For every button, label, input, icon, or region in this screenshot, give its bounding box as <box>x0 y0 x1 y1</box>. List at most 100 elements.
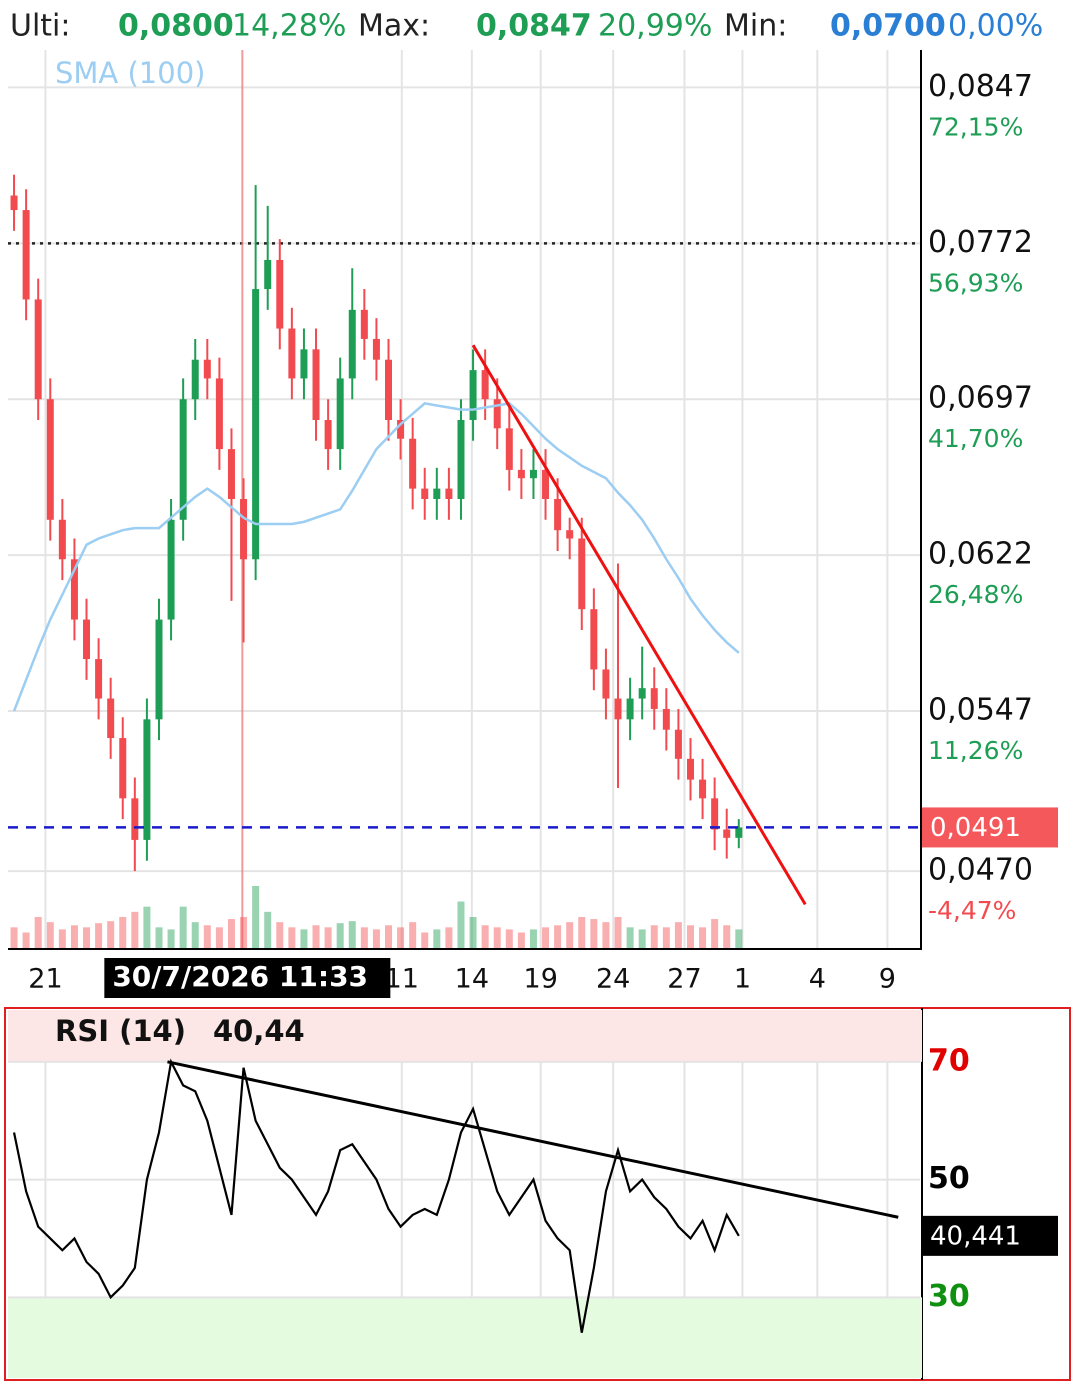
trendline <box>471 344 807 906</box>
candle-body <box>46 399 54 520</box>
volume-bar <box>348 921 356 948</box>
header-item: Min: <box>724 9 787 44</box>
header-item: 0,0847 <box>476 9 592 44</box>
candle-body <box>107 698 115 739</box>
volume-bar <box>542 927 550 948</box>
volume-bar <box>457 901 465 948</box>
candle-body <box>481 370 489 400</box>
volume-bar <box>360 927 368 948</box>
candle-body <box>131 798 139 840</box>
candle-body <box>445 488 453 499</box>
volume-bar <box>191 922 199 948</box>
last-value-box <box>922 1215 1058 1256</box>
last-value-label: 40,441 <box>930 1221 1021 1251</box>
volume-bar <box>264 911 272 948</box>
candle-body <box>566 530 574 539</box>
volume-bar <box>699 927 707 948</box>
volume-bar <box>203 925 211 948</box>
volume-bar <box>723 925 731 948</box>
candle-body <box>723 829 731 838</box>
volume-bar <box>602 922 610 948</box>
y-tick-label: 70 <box>928 1043 970 1078</box>
candle-body <box>119 738 127 799</box>
x-tick-label: 24 <box>596 964 630 995</box>
candle-body <box>22 210 30 300</box>
last-price-label: 0,0491 <box>930 813 1021 843</box>
candle-body <box>58 519 66 560</box>
rsi-title: RSI (14) <box>55 1014 186 1048</box>
volume-bar <box>735 929 743 948</box>
volume-bar <box>505 929 513 948</box>
y-tick-label: 0,0470 <box>928 853 1033 888</box>
volume-bar <box>276 922 284 948</box>
header-item: Max: <box>358 9 430 44</box>
trendline <box>167 1060 899 1219</box>
volume-bar <box>445 927 453 948</box>
candle-body <box>602 669 610 699</box>
candle-body <box>397 420 405 439</box>
volume-bar <box>312 925 320 948</box>
candle-body <box>711 798 719 830</box>
y-tick-label: 0,0622 <box>928 537 1033 572</box>
candle-body <box>95 659 103 699</box>
volume-bar <box>650 925 658 948</box>
volume-bar <box>252 886 260 948</box>
oversold-zone <box>8 1297 922 1378</box>
candle-body <box>674 729 682 759</box>
header-item: 0,0800 <box>118 9 234 44</box>
y-tick-label: 0,0847 <box>928 69 1033 104</box>
candle-body <box>83 619 91 660</box>
rsi-line <box>12 1058 740 1333</box>
candle-body <box>252 289 260 560</box>
y-tick-change: 72,15% <box>928 112 1023 141</box>
y-tick-label: 50 <box>928 1161 970 1196</box>
volume-bar <box>554 925 562 948</box>
y-tick-change: 56,93% <box>928 268 1023 297</box>
volume-bar <box>336 923 344 948</box>
candle-body <box>10 195 18 211</box>
candle-body <box>650 688 658 709</box>
volume-bar <box>626 927 634 948</box>
x-tick-label: 4 <box>809 964 826 995</box>
volume-bar <box>22 932 30 948</box>
candle-body <box>638 688 646 699</box>
volume-bar <box>131 911 139 948</box>
volume-bar <box>324 927 332 948</box>
header-item: 0,0700 <box>830 9 946 44</box>
volume-bar <box>481 925 489 948</box>
candle-body <box>348 309 356 379</box>
candle-body <box>264 259 272 290</box>
y-tick-label: 0,0547 <box>928 693 1033 728</box>
volume-bar <box>300 929 308 948</box>
volume-bar <box>46 922 54 948</box>
crosshair-box <box>104 958 391 998</box>
candle-body <box>699 779 707 799</box>
volume-bar <box>107 921 115 948</box>
candle-body <box>155 619 163 720</box>
volume-bar <box>529 929 537 948</box>
sma-line <box>12 402 740 712</box>
volume-bar <box>372 929 380 948</box>
volume-bar <box>143 906 151 948</box>
volume-bar <box>590 919 598 948</box>
rsi-frame <box>4 1007 1071 1381</box>
candle-body <box>614 698 622 720</box>
candle-body <box>167 519 175 620</box>
candle-body <box>179 399 187 520</box>
volume-bar <box>662 927 670 948</box>
candle-body <box>686 758 694 780</box>
y-tick-change: -4,47% <box>928 896 1016 925</box>
candle-body <box>288 328 296 379</box>
x-tick-label: 21 <box>28 964 62 995</box>
volume-bar <box>421 932 429 948</box>
volume-bar <box>566 922 574 948</box>
sma-legend: SMA (100) <box>55 56 205 90</box>
candle-body <box>626 698 634 720</box>
x-tick-label: 1 <box>734 964 751 995</box>
candle-body <box>227 449 235 499</box>
candle-body <box>372 338 380 360</box>
candle-body <box>385 359 393 421</box>
candle-body <box>34 299 42 400</box>
volume-bar <box>83 927 91 948</box>
